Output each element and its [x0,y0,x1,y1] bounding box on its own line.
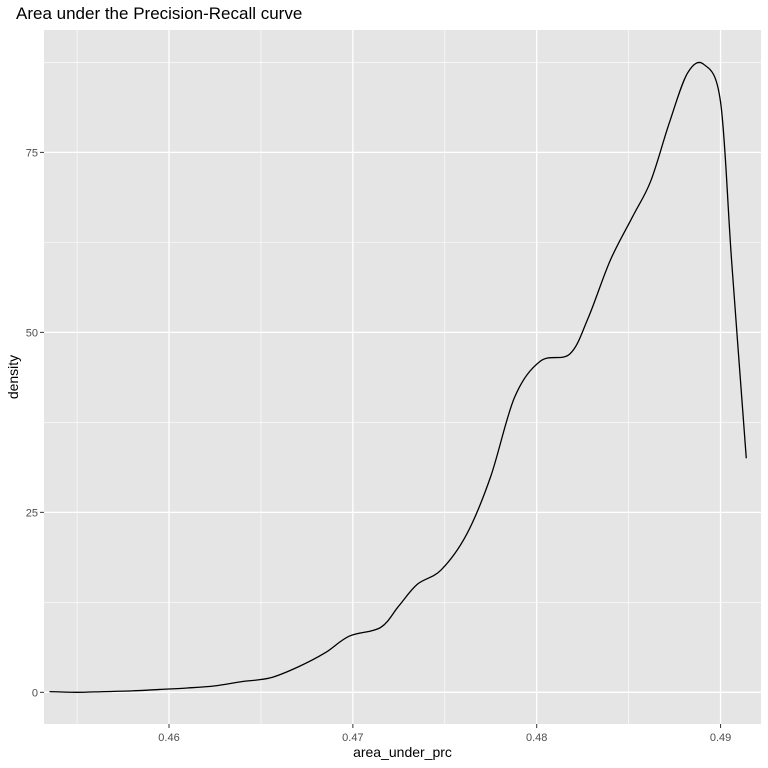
density-curve [49,61,747,693]
chart-title: Area under the Precision-Recall curve [16,4,303,23]
axis-ticks [40,151,722,728]
x-tick-label: 0.46 [158,732,179,744]
y-tick-label: 50 [26,327,38,339]
tick-labels: 0.46 0.47 0.48 0.49 0 25 50 75 [26,147,732,744]
y-tick-label: 0 [32,687,38,699]
major-gridlines [44,30,761,724]
x-tick-label: 0.49 [710,732,731,744]
y-axis-title: density [5,355,21,399]
y-tick-label: 75 [26,147,38,159]
plot-panel [44,30,761,724]
x-tick-label: 0.47 [342,732,363,744]
x-axis-title: area_under_prc [353,744,452,760]
x-tick-label: 0.48 [526,732,547,744]
y-tick-label: 25 [26,507,38,519]
